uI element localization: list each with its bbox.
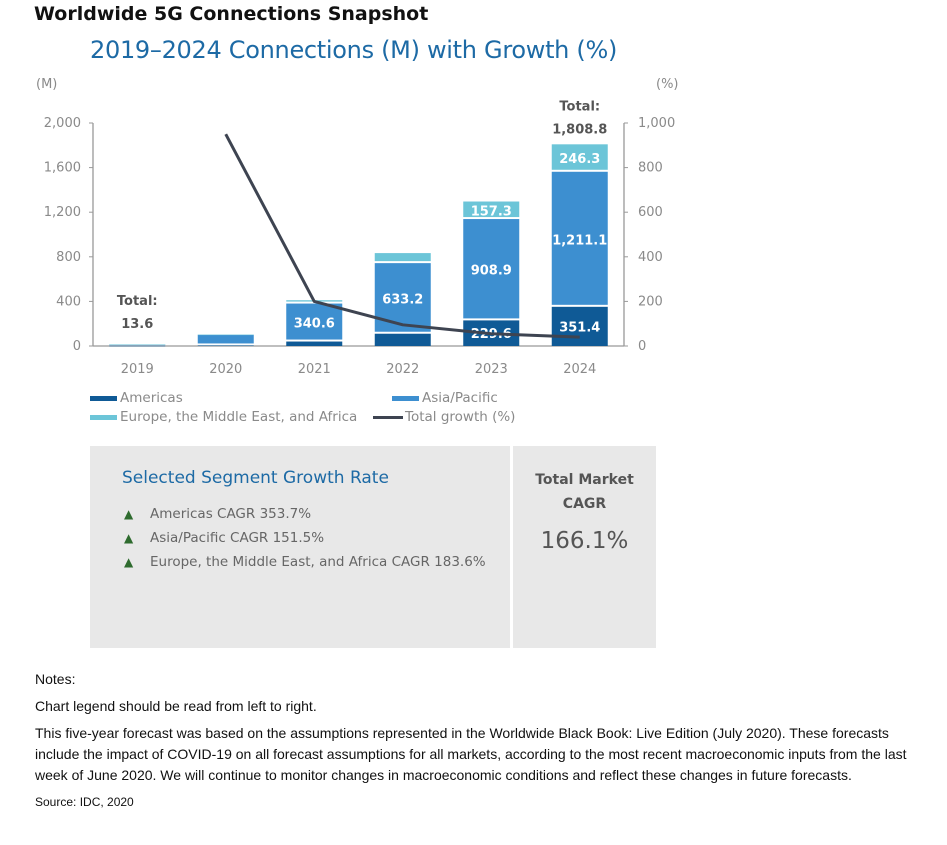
x-axis-labels: 2019 2020 2021 2022 2023 2024 [121, 362, 597, 377]
legend-swatch-asia-pacific [392, 395, 419, 401]
legend-item-americas: Americas [90, 390, 183, 406]
notes-line: This five-year forecast was based on the… [35, 725, 907, 783]
cagr-text: Asia/Pacific CAGR 151.5% [150, 530, 325, 546]
right-axis-unit: (%) [656, 77, 679, 92]
page-title: Worldwide 5G Connections Snapshot [34, 3, 429, 25]
bar-data-label: 633.2 [382, 292, 423, 307]
right-axis-tick-label: 1,000 [638, 116, 675, 131]
bar-data-label: 908.9 [471, 264, 512, 279]
list-item: ▲ Asia/Pacific CAGR 151.5% [124, 526, 486, 550]
legend-label: Europe, the Middle East, and Africa [120, 409, 358, 425]
total-market-title-line2: CAGR [562, 496, 607, 512]
total-label-value: 13.6 [121, 317, 153, 332]
x-axis-tick-label: 2022 [386, 362, 419, 377]
legend-label: Total growth (%) [405, 409, 516, 425]
x-axis-tick-label: 2024 [563, 362, 596, 377]
up-triangle-icon: ▲ [124, 531, 134, 545]
chart-title: 2019–2024 Connections (M) with Growth (%… [90, 36, 618, 64]
cagr-text: Europe, the Middle East, and Africa CAGR… [150, 554, 486, 570]
x-axis-tick-label: 2019 [121, 362, 154, 377]
total-market-cagr-value: 166.1% [540, 528, 629, 554]
source-text: Source: IDC, 2020 [35, 795, 134, 809]
left-axis-tick-label: 0 [73, 339, 81, 354]
total-labels: Total: 13.6 Total: 1,808.8 [117, 99, 607, 332]
bars: 340.6633.2229.6908.9157.3351.41,211.1246… [109, 144, 608, 347]
right-axis-tick-label: 0 [638, 339, 646, 354]
total-label-title: Total: [559, 99, 600, 114]
notes-line: Chart legend should be read from left to… [35, 698, 317, 714]
bar-segment-europe-the-middle-east-and-africa-2020 [197, 334, 254, 336]
left-axis-tick-label: 400 [56, 294, 81, 309]
legend-item-asia-pacific: Asia/Pacific [392, 390, 498, 406]
bar-data-label: 1,211.1 [552, 233, 607, 248]
bar-segment-americas-2024 [551, 306, 608, 346]
segment-growth-list: ▲ Americas CAGR 353.7% ▲ Asia/Pacific CA… [124, 502, 486, 574]
left-axis-tick-label: 800 [56, 250, 81, 265]
total-market-cagr-panel: Total Market CAGR 166.1% [513, 446, 656, 648]
legend-swatch-emea [90, 414, 117, 420]
notes-section: Notes: Chart legend should be read from … [35, 669, 935, 819]
bar-data-label: 246.3 [559, 152, 600, 167]
bar-segment-europe-the-middle-east-and-africa-2023 [463, 201, 520, 218]
segment-growth-title: Selected Segment Growth Rate [122, 468, 389, 488]
right-axis-tick-label: 200 [638, 294, 663, 309]
bar-segment-asia-pacific-2021 [286, 303, 343, 340]
total-market-title-line1: Total Market [535, 472, 634, 488]
bar-segment-asia-pacific-2024 [551, 171, 608, 305]
left-axis-tick-label: 1,200 [44, 205, 81, 220]
bar-segment-asia-pacific-2023 [463, 219, 520, 319]
total-label-value: 1,808.8 [552, 122, 607, 137]
x-axis-tick-label: 2021 [298, 362, 331, 377]
bar-segment-europe-the-middle-east-and-africa-2024 [551, 144, 608, 170]
x-axis-tick-label: 2020 [209, 362, 242, 377]
legend-label: Americas [120, 390, 183, 406]
legend-line-swatch [373, 415, 403, 419]
stacked-bar-chart: (M) (%) 0 400 800 1,200 1,600 2,000 0 200 400 60… [36, 77, 679, 377]
bar-segment-europe-the-middle-east-and-africa-2019 [109, 344, 166, 345]
bar-segment-europe-the-middle-east-and-africa-2022 [374, 253, 431, 262]
legend-item-emea: Europe, the Middle East, and Africa [90, 409, 357, 425]
up-triangle-icon: ▲ [124, 507, 134, 521]
bar-segment-americas-2020 [197, 345, 254, 346]
right-axis-tick-label: 600 [638, 205, 663, 220]
right-axis-tick-label: 800 [638, 161, 663, 176]
right-axis: 0 200 400 600 800 1,000 [623, 116, 675, 354]
bar-data-label: 157.3 [471, 204, 512, 219]
legend-swatch-americas [90, 395, 117, 401]
bar-data-label: 340.6 [294, 317, 335, 332]
notes-heading: Notes: [35, 671, 76, 687]
left-axis-unit: (M) [36, 77, 57, 92]
bar-segment-americas-2022 [374, 333, 431, 346]
right-axis-tick-label: 400 [638, 250, 663, 265]
up-triangle-icon: ▲ [124, 555, 134, 569]
left-axis-tick-label: 1,600 [44, 161, 81, 176]
growth-line [224, 133, 580, 339]
total-market-title: Total Market CAGR [513, 468, 656, 516]
cagr-text: Americas CAGR 353.7% [150, 506, 312, 522]
bar-segment-asia-pacific-2020 [197, 334, 254, 344]
segment-growth-panel: Selected Segment Growth Rate ▲ Americas … [90, 446, 510, 648]
left-axis-tick-label: 2,000 [44, 116, 81, 131]
left-axis: 0 400 800 1,200 1,600 2,000 [44, 116, 624, 354]
total-label-title: Total: [117, 294, 158, 309]
bar-segment-americas-2019 [109, 345, 166, 347]
bar-segment-americas-2021 [286, 341, 343, 346]
legend-label: Asia/Pacific [422, 390, 498, 406]
x-axis-tick-label: 2023 [475, 362, 508, 377]
legend-item-total-growth: Total growth (%) [373, 409, 515, 425]
list-item: ▲ Europe, the Middle East, and Africa CA… [124, 550, 486, 574]
list-item: ▲ Americas CAGR 353.7% [124, 502, 486, 526]
bar-data-label: 351.4 [559, 320, 600, 335]
